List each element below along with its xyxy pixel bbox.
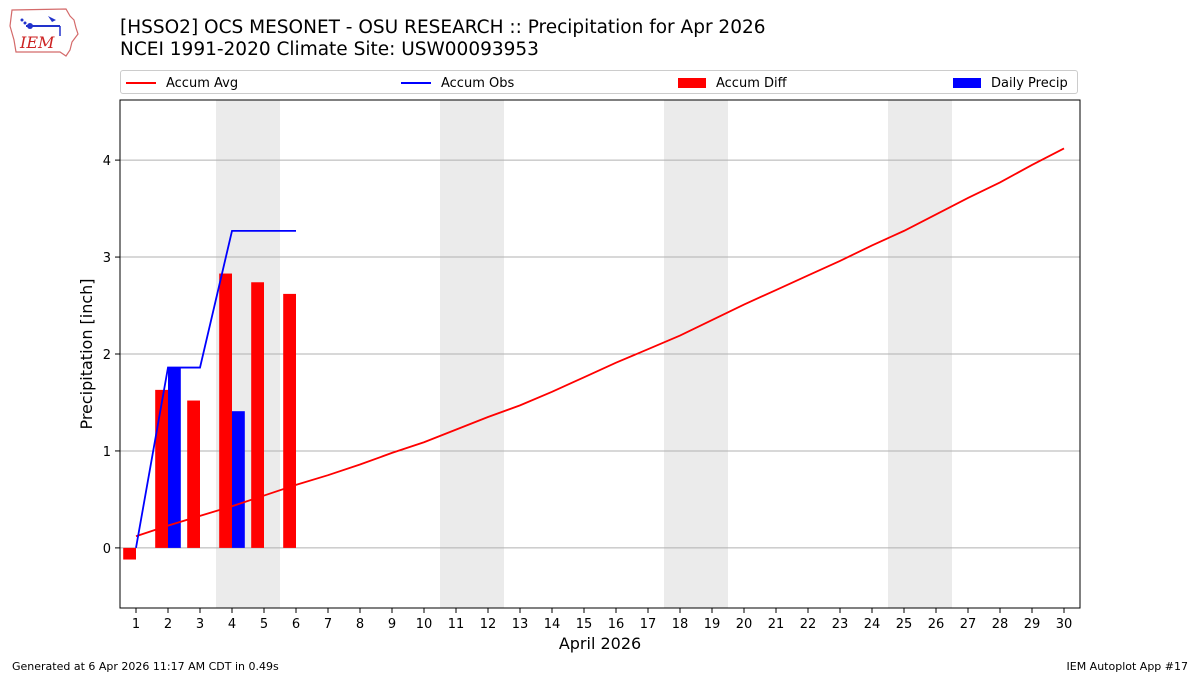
x-tick-label: 23 [832, 617, 849, 632]
x-tick-label: 25 [896, 617, 913, 632]
y-tick-label: 0 [103, 542, 111, 557]
x-tick-label: 1 [132, 617, 140, 632]
x-tick-label: 16 [608, 617, 625, 632]
legend-label: Daily Precip [991, 75, 1068, 91]
x-tick-label: 9 [388, 617, 396, 632]
x-tick-label: 6 [292, 617, 300, 632]
legend-swatch [678, 78, 706, 88]
x-tick-label: 17 [640, 617, 657, 632]
bar-accum-diff [123, 547, 136, 560]
legend-item-accum-diff: Accum Diff [678, 73, 787, 93]
bar-daily-precip [232, 411, 245, 548]
y-axis-label: Precipitation [inch] [77, 278, 96, 429]
bar-daily-precip [168, 367, 181, 548]
x-axis-label: April 2026 [559, 634, 641, 653]
x-tick-label: 20 [736, 617, 753, 632]
y-tick-label: 1 [103, 445, 111, 460]
x-tick-label: 26 [928, 617, 945, 632]
bar-accum-diff [155, 389, 168, 548]
x-tick-label: 7 [324, 617, 332, 632]
x-tick-label: 19 [704, 617, 721, 632]
app-id: IEM Autoplot App #17 [1066, 660, 1189, 673]
legend: Accum Avg Accum Obs Accum Diff Daily Pre… [120, 70, 1078, 94]
x-tick-label: 12 [480, 617, 497, 632]
legend-swatch [953, 78, 981, 88]
title-line-1: [HSSO2] OCS MESONET - OSU RESEARCH :: Pr… [120, 17, 766, 38]
legend-label: Accum Diff [716, 75, 787, 91]
iem-iowa-logo-icon: IEM [9, 8, 79, 57]
x-tick-label: 2 [164, 617, 172, 632]
chart-title: [HSSO2] OCS MESONET - OSU RESEARCH :: Pr… [120, 17, 766, 61]
legend-swatch [126, 82, 156, 84]
legend-label: Accum Avg [166, 75, 239, 91]
bar-accum-diff [283, 293, 296, 548]
title-line-2: NCEI 1991-2020 Climate Site: USW00093953 [120, 39, 539, 60]
bar-accum-diff [219, 273, 232, 548]
y-tick-label: 2 [103, 348, 111, 363]
legend-item-accum-obs: Accum Obs [401, 73, 514, 93]
x-tick-label: 30 [1056, 617, 1073, 632]
x-tick-label: 27 [960, 617, 977, 632]
x-tick-label: 24 [864, 617, 881, 632]
legend-swatch [401, 82, 431, 84]
legend-label: Accum Obs [441, 75, 515, 91]
x-tick-label: 28 [992, 617, 1009, 632]
x-tick-label: 10 [416, 617, 433, 632]
generated-timestamp: Generated at 6 Apr 2026 11:17 AM CDT in … [12, 660, 279, 673]
legend-item-daily-precip: Daily Precip [953, 73, 1068, 93]
x-tick-label: 8 [356, 617, 364, 632]
y-tick-label: 4 [103, 154, 111, 169]
line-accum-obs [135, 229, 296, 549]
iem-logo[interactable]: IEM [8, 6, 80, 60]
logo-text: IEM [19, 33, 55, 52]
y-tick-label: 3 [103, 251, 111, 266]
bar-accum-diff [187, 400, 200, 548]
legend-item-accum-avg: Accum Avg [126, 73, 238, 93]
x-tick-label: 4 [228, 617, 236, 632]
lines [135, 147, 1065, 549]
bar-accum-diff [251, 282, 264, 548]
x-tick-label: 18 [672, 617, 689, 632]
bars [123, 273, 296, 560]
x-tick-label: 22 [800, 617, 817, 632]
x-tick-label: 14 [544, 617, 561, 632]
x-tick-label: 29 [1024, 617, 1041, 632]
y-gridlines [120, 159, 1080, 549]
x-tick-label: 21 [768, 617, 785, 632]
line-accum-avg [135, 147, 1065, 538]
x-tick-label: 5 [260, 617, 268, 632]
x-tick-label: 11 [448, 617, 465, 632]
x-tick-label: 3 [196, 617, 204, 632]
x-tick-label: 13 [512, 617, 529, 632]
x-tick-label: 15 [576, 617, 593, 632]
